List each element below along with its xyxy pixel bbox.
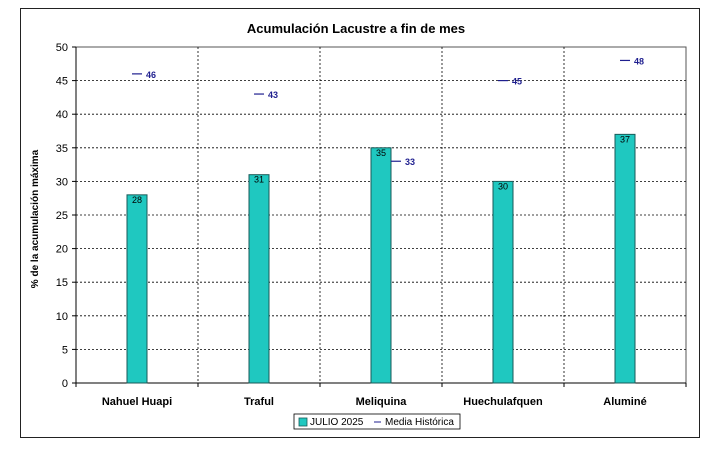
y-tick-label: 20: [56, 244, 68, 256]
bar-julio-2025: [492, 180, 514, 384]
y-tick-label: 15: [56, 277, 68, 289]
bar-value-label: 35: [376, 148, 386, 158]
y-tick-label: 35: [56, 143, 68, 155]
bar-value-label: 30: [498, 181, 508, 191]
x-category-label: Nahuel Huapi: [102, 396, 172, 408]
y-tick-label: 0: [62, 378, 68, 390]
y-tick-label: 5: [62, 344, 68, 356]
bar-julio-2025: [614, 133, 636, 384]
x-category-label: Huechulafquen: [463, 396, 543, 408]
x-category-label: Traful: [244, 396, 274, 408]
y-tick-label: 30: [56, 176, 68, 188]
chart-title: Acumulación Lacustre a fin de mes: [247, 21, 465, 36]
bar-julio-2025: [126, 194, 148, 384]
bar-julio-2025: [248, 174, 270, 384]
bar-value-label: 31: [254, 175, 264, 185]
marker-value-label: 45: [512, 77, 522, 87]
y-axis-label: % de la acumulación máxima: [30, 149, 41, 288]
chart-frame: Acumulación Lacustre a fin de mes % de l…: [20, 8, 700, 438]
bar-value-label: 28: [132, 195, 142, 205]
y-tick-label: 50: [56, 42, 68, 54]
bar-julio-2025: [370, 147, 392, 384]
marker-value-label: 33: [405, 157, 415, 167]
marker-value-label: 46: [146, 70, 156, 80]
x-category-label: Meliquina: [356, 396, 408, 408]
y-tick-label: 25: [56, 210, 68, 222]
y-tick-label: 10: [56, 311, 68, 323]
legend-swatch-julio-2025: [298, 417, 308, 427]
legend-label-julio-2025: JULIO 2025: [310, 417, 364, 428]
y-tick-label: 45: [56, 76, 68, 88]
marker-value-label: 48: [634, 56, 644, 66]
marker-value-label: 43: [268, 90, 278, 100]
x-category-label: Aluminé: [603, 396, 646, 408]
bar-value-label: 37: [620, 134, 630, 144]
chart-svg: Acumulación Lacustre a fin de mes % de l…: [30, 21, 687, 430]
legend-label-media-historica: Media Histórica: [385, 417, 454, 428]
y-tick-label: 40: [56, 109, 68, 121]
